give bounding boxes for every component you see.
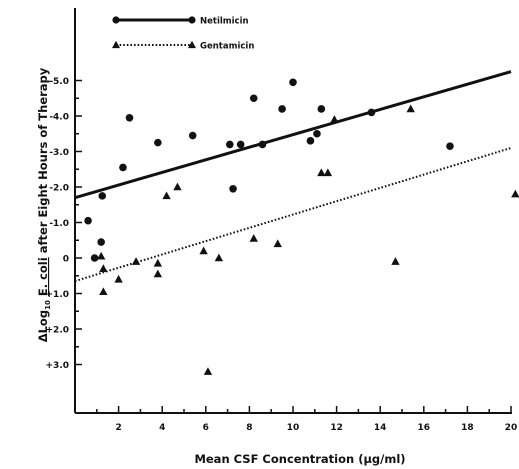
- y-axis-title-suffix: after Eight Hours of Therapy: [36, 67, 50, 253]
- gentamicin-point: [99, 264, 108, 272]
- gentamicin-point: [162, 191, 171, 200]
- netilmicin-point: [278, 105, 286, 113]
- netilmicin-point: [249, 94, 258, 103]
- gentamicin-point: [391, 257, 400, 265]
- y-axis-title-organism: E. coli: [36, 257, 50, 296]
- gentamicin-point: [199, 246, 208, 255]
- gentamicin-point: [323, 168, 333, 177]
- x-tick-label: 4: [159, 423, 165, 433]
- x-tick-label: 10: [287, 423, 300, 433]
- netilmicin-point: [97, 238, 105, 246]
- y-tick-label: +3.0: [46, 361, 69, 371]
- gentamicin-regression-line: [74, 146, 512, 283]
- x-tick-label: 14: [374, 423, 387, 433]
- y-tick-label: -1.0: [49, 219, 69, 229]
- netilmicin-point: [313, 129, 321, 138]
- regression-lines: [74, 70, 512, 283]
- x-tick-label: 18: [461, 423, 474, 433]
- gentamicin-point: [153, 269, 163, 278]
- gentamicin-point: [406, 104, 415, 113]
- gentamicin-point: [173, 182, 182, 191]
- netilmicin-point: [225, 140, 234, 149]
- gentamicin-point: [511, 189, 519, 198]
- plot-axes: [74, 8, 512, 414]
- gentamicin-point: [153, 258, 163, 267]
- y-tick-label: -2.0: [49, 184, 69, 194]
- x-tick-label: 8: [246, 423, 252, 433]
- x-axis-title: Mean CSF Concentration (µg/ml): [194, 452, 405, 466]
- netilmicin-point: [98, 192, 107, 200]
- y-tick-label: 0: [63, 255, 69, 265]
- netilmicin-point: [317, 105, 326, 113]
- data-points: [84, 78, 519, 375]
- gentamicin-point: [203, 367, 213, 375]
- y-tick-label: -4.0: [49, 113, 69, 123]
- gentamicin-point: [114, 274, 123, 283]
- y-axis-title-prefix: Log: [36, 310, 50, 333]
- netilmicin-point: [90, 254, 99, 262]
- netilmicin-point: [119, 163, 127, 172]
- netilmicin-point: [229, 184, 237, 193]
- x-tick-label: 6: [203, 423, 209, 433]
- delta-symbol: Δ: [36, 333, 50, 342]
- netilmicin-point: [236, 140, 245, 149]
- y-axis-title-subscript: 10: [44, 300, 52, 310]
- y-tick-label: -5.0: [49, 77, 69, 87]
- y-tick-label: +2.0: [46, 326, 69, 336]
- x-tick-label: 20: [505, 423, 518, 433]
- legend-marker: [188, 40, 196, 49]
- x-tick-label: 16: [418, 423, 431, 433]
- netilmicin-point: [125, 113, 134, 122]
- y-tick-labels: -5.0 -4.0 -3.0 -2.0 -1.0 0 +1.0 +2.0 +3.0: [46, 77, 69, 371]
- legend-marker: [188, 16, 196, 24]
- gentamicin-point: [317, 168, 326, 177]
- gentamicin-point: [330, 115, 339, 123]
- y-tick-label: -3.0: [49, 148, 69, 158]
- gentamicin-point: [96, 251, 106, 260]
- netilmicin-point: [84, 216, 92, 225]
- gentamicin-point: [249, 234, 258, 242]
- legend: Netilmicin Gentamicin: [112, 16, 254, 52]
- netilmicin-regression-line: [74, 70, 512, 200]
- netilmicin-point: [306, 137, 315, 145]
- x-tick-label: 12: [330, 423, 343, 433]
- netilmicin-point: [367, 108, 376, 117]
- gentamicin-point: [214, 253, 224, 262]
- legend-marker: [112, 40, 120, 49]
- gentamicin-point: [131, 257, 141, 265]
- legend-label: Gentamicin: [200, 42, 254, 52]
- legend-label: Netilmicin: [200, 17, 249, 27]
- netilmicin-point: [258, 140, 267, 149]
- netilmicin-point: [446, 142, 454, 150]
- netilmicin-point: [289, 78, 297, 87]
- gentamicin-point: [273, 239, 282, 248]
- y-axis-title: ΔLog10 E. coli after Eight Hours of Ther…: [36, 67, 52, 342]
- y-tick-label: +1.0: [46, 290, 69, 300]
- gentamicin-point: [99, 287, 108, 296]
- netilmicin-point: [154, 138, 162, 147]
- legend-marker: [112, 16, 120, 24]
- x-tick-label: 2: [115, 423, 121, 433]
- x-tick-labels: 2 4 6 8 10 12 14 16 18 20: [115, 423, 517, 433]
- netilmicin-point: [188, 131, 197, 140]
